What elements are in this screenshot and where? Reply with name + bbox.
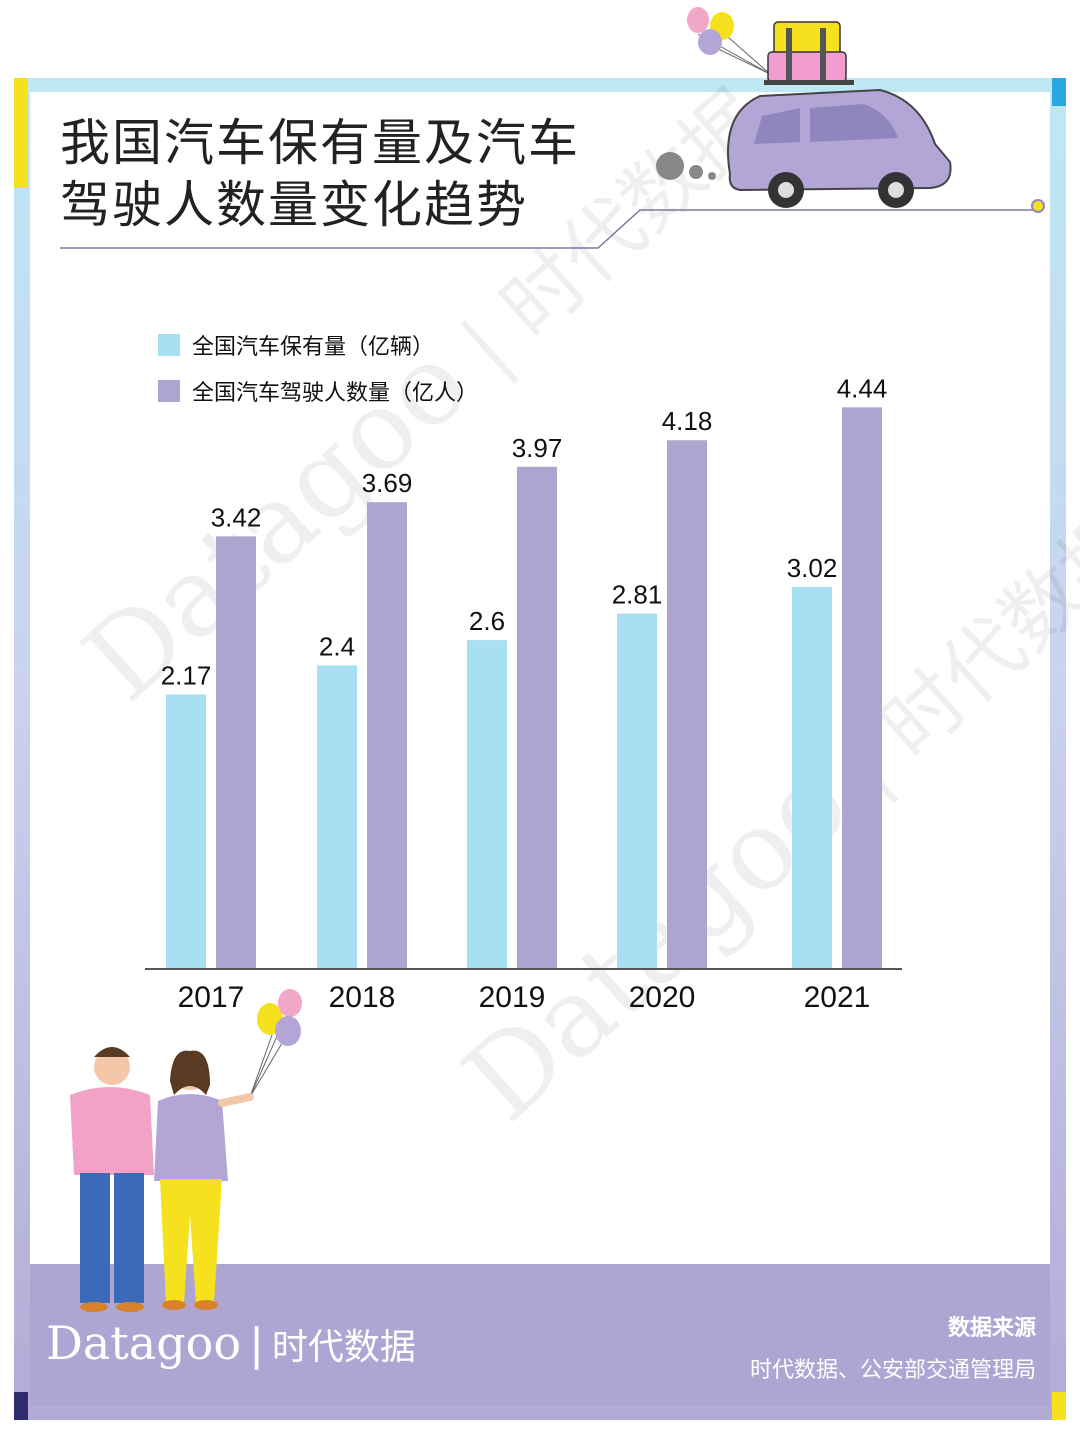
corner-accent-bottom-right	[1052, 1392, 1066, 1420]
chart-legend: 全国汽车保有量（亿辆） 全国汽车驾驶人数量（亿人）	[158, 322, 478, 414]
bar-drivers-2017	[216, 536, 256, 969]
data-source-text: 时代数据、公安部交通管理局	[749, 1358, 1036, 1383]
legend-label-drivers: 全国汽车驾驶人数量（亿人）	[192, 381, 479, 406]
value-label-cars-2018: 2.4	[319, 631, 355, 661]
x-tick-label-2020: 2020	[629, 981, 696, 1014]
chart-title: 我国汽车保有量及汽车 驾驶人数量变化趋势	[60, 112, 580, 236]
bar-cars-2019	[467, 640, 507, 969]
x-tick-label-2018: 2018	[329, 981, 396, 1014]
car-illustration	[656, 7, 952, 208]
legend-item-drivers: 全国汽车驾驶人数量（亿人）	[158, 368, 478, 414]
value-label-drivers-2020: 4.18	[662, 406, 713, 436]
legend-swatch-drivers	[158, 380, 180, 402]
x-tick-label-2019: 2019	[479, 981, 546, 1014]
balloon-cluster-top	[687, 7, 771, 75]
x-tick-label-2017: 2017	[178, 981, 245, 1014]
value-label-drivers-2021: 4.44	[837, 373, 888, 403]
data-source-title: 数据来源	[947, 1316, 1036, 1341]
data-source: 数据来源 时代数据、公安部交通管理局	[750, 1310, 1036, 1384]
bar-cars-2017	[166, 694, 206, 969]
chart-title-line-2: 驾驶人数量变化趋势	[60, 176, 528, 234]
value-label-drivers-2019: 3.97	[512, 433, 563, 463]
woman-figure	[154, 1050, 254, 1310]
value-label-cars-2017: 2.17	[161, 660, 212, 690]
couple-illustration	[70, 989, 302, 1312]
value-label-cars-2021: 3.02	[787, 553, 838, 583]
legend-label-cars: 全国汽车保有量（亿辆）	[192, 335, 435, 360]
bar-cars-2020	[617, 613, 657, 969]
balloon-cluster-bottom	[249, 989, 302, 1098]
legend-swatch-cars	[158, 334, 180, 356]
legend-item-cars: 全国汽车保有量（亿辆）	[158, 322, 478, 368]
brand-separator: |	[249, 1319, 264, 1370]
bar-drivers-2021	[842, 407, 882, 970]
luggage-stack	[764, 21, 854, 85]
value-label-drivers-2018: 3.69	[362, 468, 413, 498]
man-figure	[70, 1047, 154, 1312]
corner-accent-top-right	[1052, 78, 1066, 106]
bar-cars-2018	[317, 665, 357, 969]
corner-accent-bottom-left	[14, 1392, 28, 1420]
x-tick-label-2021: 2021	[804, 981, 871, 1014]
value-label-cars-2020: 2.81	[612, 580, 663, 610]
bar-cars-2021	[792, 586, 832, 969]
brand-name-en: Datagoo	[46, 1316, 242, 1370]
value-label-drivers-2017: 3.42	[211, 502, 262, 532]
car-body	[656, 88, 952, 208]
bar-drivers-2018	[367, 502, 407, 969]
brand-logo: Datagoo | 时代数据	[46, 1316, 416, 1370]
chart-title-line-1: 我国汽车保有量及汽车	[60, 114, 580, 172]
bar-drivers-2019	[517, 466, 557, 969]
bar-drivers-2020	[667, 440, 707, 970]
corner-accent-top-left	[14, 78, 28, 188]
title-underline	[60, 199, 1045, 249]
value-label-cars-2019: 2.6	[469, 606, 505, 636]
brand-name-cn: 时代数据	[271, 1327, 416, 1368]
